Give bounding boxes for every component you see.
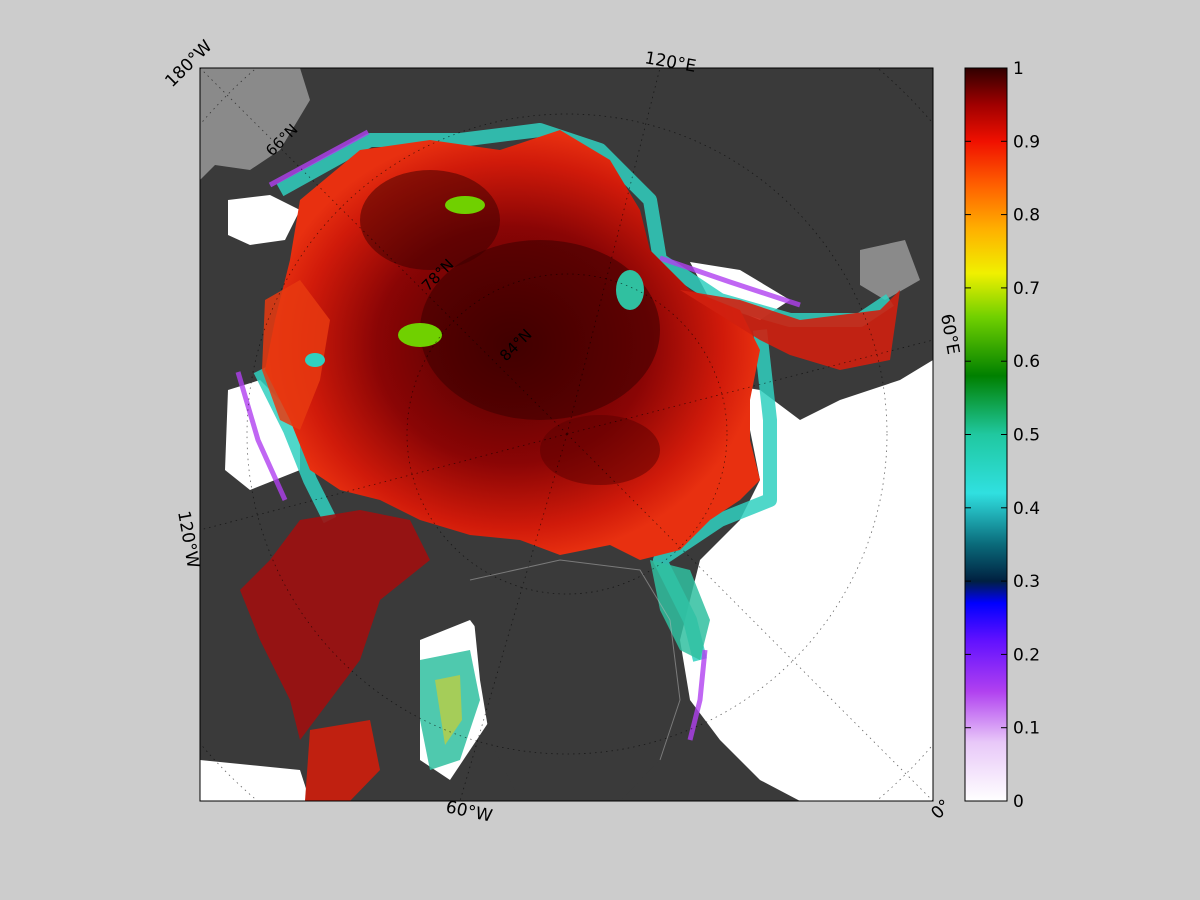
colorbar-tick-label: 0.5 <box>1013 426 1040 446</box>
polynya-patch <box>398 323 442 347</box>
open-ocean-atlantic <box>680 360 933 801</box>
polynya-patch <box>305 353 325 367</box>
map-frame <box>199 67 934 802</box>
polynya-patch <box>616 270 644 310</box>
greenland-coast <box>469 559 681 761</box>
sea-ice-margin-beaufort <box>262 280 330 430</box>
meridian-label-60w: 60°W <box>444 797 494 826</box>
meridian-label-60e: 60°E <box>936 312 963 356</box>
sea-ice-core-2 <box>360 170 500 270</box>
sea-ice-margin-barents <box>680 290 900 370</box>
no-data-region-2 <box>860 240 920 300</box>
sea-ice-baffin-yellow <box>435 675 462 745</box>
colorbar-tick-label: 0.4 <box>1013 499 1040 519</box>
colorbar-gradient <box>965 68 1007 801</box>
colorbar-tick-label: 0.7 <box>1013 279 1040 299</box>
colorbar-tick-label: 0.9 <box>1013 132 1040 152</box>
colorbar-tick-label: 0.2 <box>1013 645 1040 665</box>
meridian-label-120w: 120°W <box>173 509 203 570</box>
graticule <box>200 68 933 801</box>
sea-ice-archipelago <box>240 510 430 740</box>
ice-edge-purple <box>235 129 801 741</box>
sea-ice-core-3 <box>540 415 660 485</box>
polynya-patch <box>445 196 485 214</box>
sea-ice-core <box>420 240 660 420</box>
colorbar-tick-label: 0.1 <box>1013 719 1040 739</box>
polar-map <box>200 68 933 801</box>
colorbar-tick-label: 0.6 <box>1013 352 1040 372</box>
colorbar-tick-label: 0.8 <box>1013 206 1040 226</box>
greenland-land <box>470 560 680 801</box>
open-ocean-bering <box>228 195 300 245</box>
colorbar-tick-label: 0.3 <box>1013 572 1040 592</box>
colorbar: 0 0.1 0.2 0.3 0.4 0.5 0.6 0.7 0.8 0.9 1 <box>964 59 1040 812</box>
colorbar-tick-label: 0 <box>1013 792 1024 812</box>
sea-ice-east-greenland <box>650 560 710 660</box>
sea-ice-hudson <box>305 720 380 801</box>
no-data-region <box>200 68 310 180</box>
open-ocean-hudson <box>200 760 310 801</box>
colorbar-tick-label: 1 <box>1013 59 1024 79</box>
